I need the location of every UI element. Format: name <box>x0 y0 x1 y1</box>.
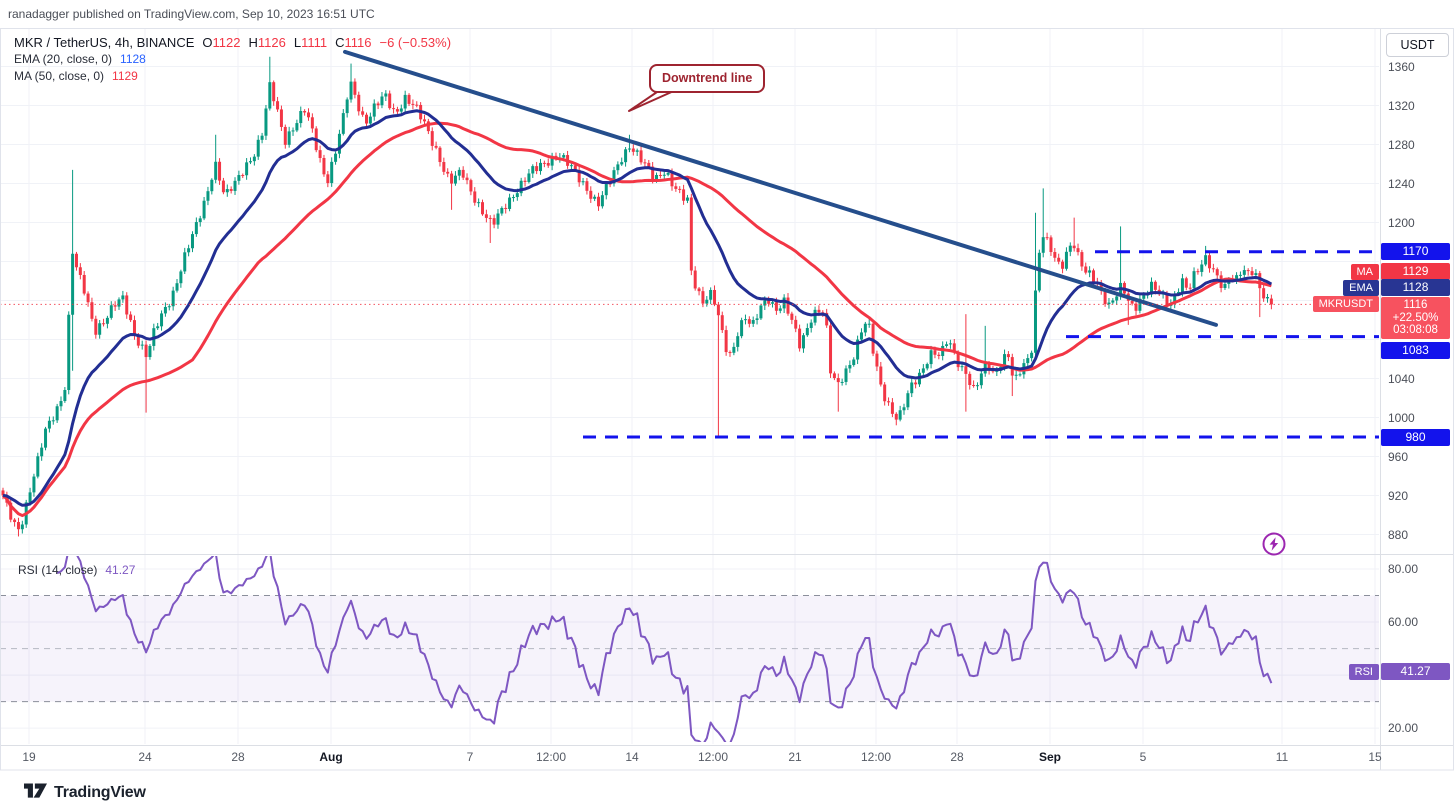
time-axis-label: 28 <box>950 750 964 764</box>
ema-name: EMA (20, close, 0) <box>14 52 113 66</box>
price-axis-tick: 1360 <box>1388 59 1415 74</box>
rsi-axis-tick: 20.00 <box>1388 721 1419 736</box>
symbol-legend: MKR / TetherUS, 4h, BINANCE O1122 H1126 … <box>14 35 451 50</box>
time-axis-label: 19 <box>22 750 36 764</box>
time-axis-label: Aug <box>319 750 343 764</box>
rsi-pane[interactable] <box>0 556 1379 742</box>
tradingview-logo[interactable]: TradingView <box>24 783 146 802</box>
lightning-icon <box>1257 527 1291 561</box>
ma-value: 1129 <box>112 69 138 83</box>
rsi-name: RSI (14, close) <box>18 563 98 577</box>
price-axis-tick: 920 <box>1388 488 1409 503</box>
price-axis-tick: 1320 <box>1388 98 1415 113</box>
price-axis-tick: 1000 <box>1388 410 1415 425</box>
level-price-label: 980 <box>1381 428 1450 446</box>
ohlc-low: L1111 <box>293 35 328 50</box>
time-axis-label: 11 <box>1275 750 1289 764</box>
rsi-axis-tab: RSI <box>1348 663 1379 680</box>
ema-axis-tab: EMA <box>1343 279 1379 296</box>
ma-price-label: 1129 <box>1381 263 1450 281</box>
attribution-text: ranadagger published on TradingView.com,… <box>8 7 375 21</box>
price-axis-tick: 1280 <box>1388 137 1415 152</box>
time-axis-label: Sep <box>1038 750 1062 764</box>
time-axis-label: 12:00 <box>860 750 892 764</box>
currency-unit-button[interactable]: USDT <box>1386 33 1449 57</box>
rsi-legend: RSI (14, close) 41.27 <box>18 563 135 577</box>
symbol-axis-tab: MKRUSDT <box>1312 296 1379 313</box>
level-price-label: 1083 <box>1381 342 1450 360</box>
tradingview-mark-icon <box>24 783 47 798</box>
ohlc-open: O1122 <box>202 35 241 50</box>
price-axis-tick: 1240 <box>1388 176 1415 191</box>
ohlc-high: H1126 <box>248 35 286 50</box>
change-value: −6 (−0.53%) <box>379 35 452 50</box>
time-axis-label: 21 <box>788 750 802 764</box>
symbol-price-label: 1116 +22.50% 03:08:08 <box>1381 297 1450 339</box>
time-axis-label: 15 <box>1368 750 1382 764</box>
price-axis-tick: 880 <box>1388 527 1409 542</box>
price-axis-tick: 1200 <box>1388 215 1415 230</box>
downtrend-callout: Downtrend line <box>649 64 766 93</box>
ema-value: 1128 <box>120 52 146 66</box>
ema-legend: EMA (20, close, 0) 1128 <box>14 52 146 66</box>
price-axis-tick: 1040 <box>1388 371 1415 386</box>
price-axis-tick: 960 <box>1388 449 1409 464</box>
ma-legend: MA (50, close, 0) 1129 <box>14 69 138 83</box>
time-axis-label: 12:00 <box>535 750 567 764</box>
price-pane[interactable] <box>0 29 1379 554</box>
time-axis-label: 5 <box>1139 750 1147 764</box>
rsi-axis-tick: 80.00 <box>1388 562 1419 576</box>
ema-price-label: 1128 <box>1381 279 1450 297</box>
rsi-value: 41.27 <box>105 563 136 577</box>
time-axis-label: 14 <box>625 750 639 764</box>
rsi-axis-tick: 60.00 <box>1388 615 1419 630</box>
time-axis-label: 12:00 <box>697 750 729 764</box>
rsi-value-label: 41.27 <box>1381 663 1450 681</box>
tradingview-wordmark: TradingView <box>54 783 146 801</box>
time-axis-label: 7 <box>466 750 474 764</box>
ma-name: MA (50, close, 0) <box>14 69 105 83</box>
time-axis[interactable] <box>0 746 1380 770</box>
level-price-label: 1170 <box>1381 243 1450 261</box>
time-axis-label: 28 <box>231 750 245 764</box>
time-axis-label: 24 <box>138 750 152 764</box>
ohlc-close: C1116 <box>335 35 372 50</box>
symbol-title: MKR / TetherUS, 4h, BINANCE <box>14 35 195 50</box>
ma-axis-tab: MA <box>1350 263 1379 280</box>
